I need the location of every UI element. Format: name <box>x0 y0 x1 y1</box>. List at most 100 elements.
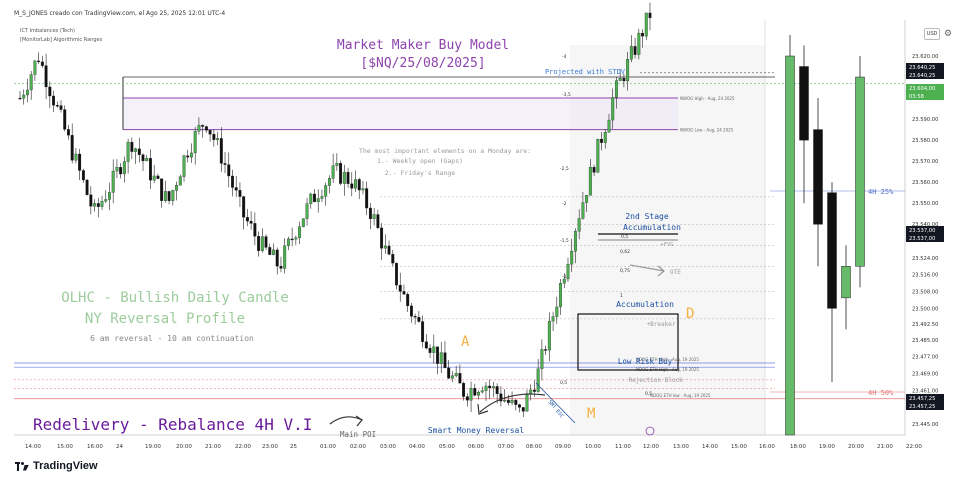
x-tick-label: 19:00 <box>145 444 161 450</box>
y-tick-label: 23.508.00 <box>912 290 938 296</box>
candle-body <box>193 131 197 154</box>
stdv-label-4: -1,5 <box>560 238 569 244</box>
candle-body <box>290 238 294 241</box>
candle-body <box>190 152 193 158</box>
candle-body <box>368 207 372 219</box>
y-tick-label: 23.492.50 <box>912 322 938 328</box>
rejection-label: - Rejection Block <box>621 377 683 384</box>
candle-body <box>588 167 592 196</box>
candle-body <box>510 399 514 403</box>
candle-body <box>629 46 633 60</box>
candle-body <box>518 404 521 408</box>
candle-body <box>380 227 384 249</box>
candle-body <box>495 386 499 394</box>
x-tick-label: 11:00 <box>615 444 631 450</box>
candle-body <box>320 196 324 199</box>
candle-body <box>544 349 548 351</box>
olhc-label: OLHC - Bullish Daily Candle <box>61 290 289 306</box>
candle-body <box>402 291 406 295</box>
gear-icon[interactable]: ⚙ <box>944 28 953 38</box>
candle-body <box>242 196 246 218</box>
candle-body <box>491 386 495 389</box>
candle-body <box>26 89 29 96</box>
main-poi-label: Main POI <box>340 430 376 439</box>
x-tick-label: 04:00 <box>409 444 425 450</box>
chart-attribution: M_S_JONES creado con TradingView.com, el… <box>14 10 226 17</box>
candle-body <box>74 153 78 161</box>
smt-line <box>535 382 576 424</box>
candle-body <box>626 59 630 82</box>
candle-body <box>201 125 205 127</box>
price-label-bg <box>906 71 944 79</box>
candle-body <box>357 179 361 191</box>
indicator-algorithmic-ranges[interactable]: [MonitorLab] Algorithmic Ranges <box>20 37 103 43</box>
candle-body <box>178 176 182 186</box>
a-label: A <box>461 334 470 350</box>
candle-body <box>249 220 253 224</box>
accumulation-label: Accumulation <box>616 300 674 309</box>
y-tick-label: 23.524.00 <box>912 256 938 262</box>
candle-body <box>163 191 167 201</box>
candle-body <box>354 179 357 189</box>
fourh-candle-body <box>785 55 795 436</box>
candle-body <box>283 245 287 269</box>
candle-body <box>59 105 63 110</box>
candle-body <box>566 264 570 280</box>
candle-body <box>231 175 234 188</box>
candle-body <box>134 148 138 152</box>
candle-body <box>152 175 156 181</box>
breaker-label: +Breaker <box>647 321 676 328</box>
candle-body <box>44 65 48 88</box>
price-label: 23.457,25 <box>909 396 935 402</box>
x-tick-label: 02:00 <box>350 444 366 450</box>
candle-body <box>327 178 331 186</box>
candle-body <box>536 368 540 392</box>
price-label-bg <box>906 63 944 71</box>
replay-icon <box>645 426 655 436</box>
x-tick-label: 12:00 <box>643 444 659 450</box>
price-label: 23.457,25 <box>909 404 935 410</box>
candle-body <box>78 153 82 171</box>
ny-profile-label: NY Reversal Profile <box>85 311 245 327</box>
candle-body <box>63 109 67 130</box>
d-label: D <box>686 306 694 322</box>
nwog-box <box>123 98 678 130</box>
candle-body <box>421 321 425 342</box>
candle-body <box>581 202 585 219</box>
candle-body <box>316 198 320 203</box>
x-tick-label: 15:00 <box>731 444 747 450</box>
x-tick-label: 01:00 <box>320 444 336 450</box>
candle-body <box>234 187 238 191</box>
candle-body <box>212 134 216 140</box>
candle-body <box>458 373 462 384</box>
currency-selector[interactable]: USD <box>924 28 940 40</box>
candle-body <box>592 167 596 173</box>
chart-subtitle: [$NQ/25/08/2025] <box>360 56 485 71</box>
redelivery-label: Redelivery - Rebalance 4H V.I <box>33 415 312 434</box>
x-tick-label: 21:00 <box>205 444 221 450</box>
nwog-low-label: NWOG Low - Aug, 24 2025 <box>680 128 734 133</box>
x-tick-label: 06:00 <box>468 444 484 450</box>
candle-body <box>331 165 335 179</box>
price-label-bg <box>906 402 944 410</box>
candle-body <box>260 236 264 251</box>
price-label-bg <box>906 92 944 100</box>
candle-body <box>570 251 574 265</box>
candle-body <box>540 349 544 369</box>
candle-body <box>532 389 536 392</box>
candle-body <box>279 265 283 269</box>
indicator-ict-imbalances[interactable]: ICT Imbalances (Tech) <box>20 28 75 34</box>
x-tick-label: 09:00 <box>555 444 571 450</box>
candle-body <box>275 249 279 267</box>
candle-body <box>585 195 589 203</box>
candle-body <box>272 249 275 255</box>
price-label: 23.537,00 <box>909 228 935 234</box>
candle-body <box>18 97 22 100</box>
candle-body <box>29 74 33 91</box>
y-tick-label: 23.445.00 <box>912 422 938 428</box>
y-tick-label: 23.461.00 <box>912 388 938 394</box>
x-tick-label: 20:00 <box>176 444 192 450</box>
x-tick-label: 03:00 <box>380 444 396 450</box>
stage2b-label: Accumulation <box>623 223 681 232</box>
